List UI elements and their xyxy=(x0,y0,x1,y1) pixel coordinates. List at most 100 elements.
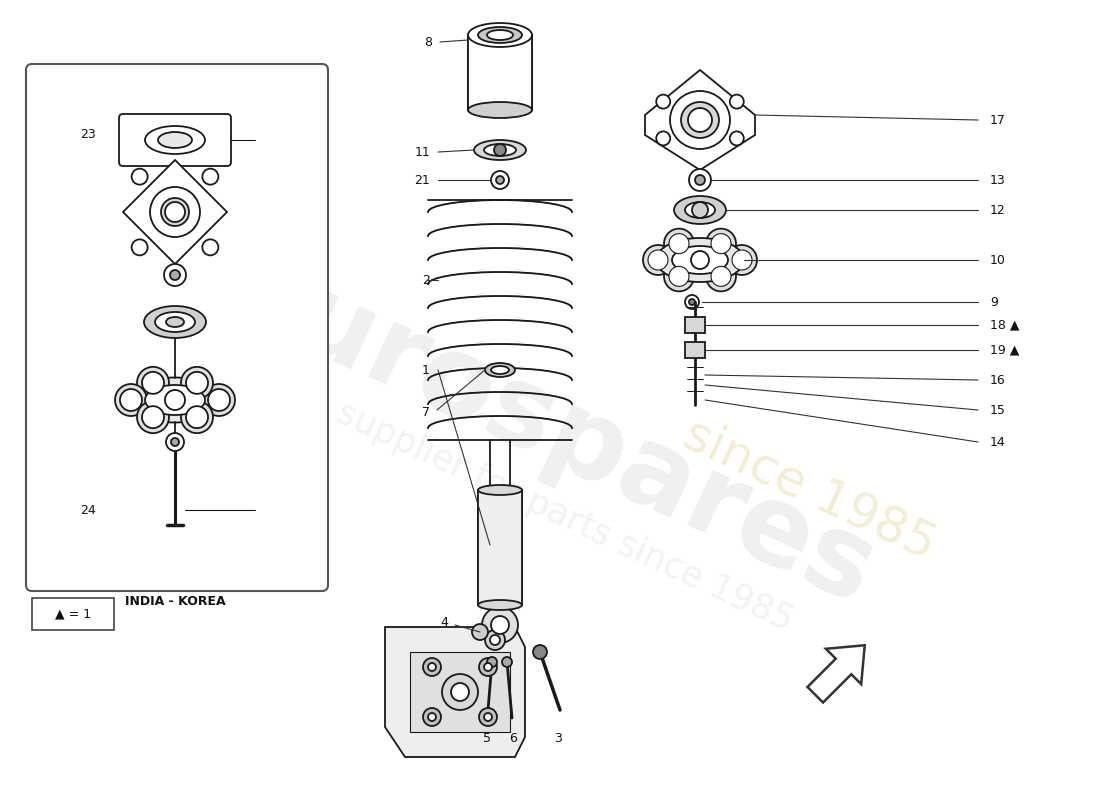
Circle shape xyxy=(442,674,478,710)
Circle shape xyxy=(142,372,164,394)
Circle shape xyxy=(182,401,213,433)
Circle shape xyxy=(428,713,436,721)
Text: 9: 9 xyxy=(990,295,998,309)
Ellipse shape xyxy=(485,363,515,377)
Circle shape xyxy=(116,384,147,416)
Text: 24: 24 xyxy=(80,503,96,517)
Circle shape xyxy=(706,229,736,258)
Ellipse shape xyxy=(145,385,205,415)
Circle shape xyxy=(138,367,169,399)
Circle shape xyxy=(186,372,208,394)
Ellipse shape xyxy=(491,366,509,374)
Circle shape xyxy=(132,239,147,255)
Circle shape xyxy=(664,229,694,258)
Text: 12: 12 xyxy=(990,203,1005,217)
Circle shape xyxy=(170,438,179,446)
Circle shape xyxy=(451,683,469,701)
Text: 18 ▲: 18 ▲ xyxy=(990,318,1020,331)
Circle shape xyxy=(732,250,752,270)
Text: 4: 4 xyxy=(440,615,448,629)
Text: since 1985: since 1985 xyxy=(676,410,944,570)
Circle shape xyxy=(706,262,736,291)
Circle shape xyxy=(491,171,509,189)
Circle shape xyxy=(664,262,694,291)
Circle shape xyxy=(202,239,219,255)
Circle shape xyxy=(688,108,712,132)
Bar xyxy=(478,490,522,605)
Circle shape xyxy=(472,624,488,640)
Circle shape xyxy=(138,401,169,433)
Circle shape xyxy=(711,266,732,286)
Text: 19 ▲: 19 ▲ xyxy=(990,343,1020,357)
Text: 3: 3 xyxy=(554,732,562,745)
Text: 1: 1 xyxy=(422,363,430,377)
Text: 6: 6 xyxy=(509,732,517,745)
Circle shape xyxy=(695,175,705,185)
Bar xyxy=(685,317,705,333)
Text: 16: 16 xyxy=(990,374,1005,386)
Polygon shape xyxy=(645,70,755,170)
Circle shape xyxy=(478,658,497,676)
Ellipse shape xyxy=(468,23,532,47)
Ellipse shape xyxy=(478,485,522,495)
Circle shape xyxy=(729,94,744,109)
Ellipse shape xyxy=(144,306,206,338)
FancyBboxPatch shape xyxy=(26,64,328,591)
Circle shape xyxy=(711,234,732,254)
Ellipse shape xyxy=(145,126,205,154)
Circle shape xyxy=(208,389,230,411)
Circle shape xyxy=(692,202,708,218)
Circle shape xyxy=(691,251,710,269)
Circle shape xyxy=(170,270,180,280)
Circle shape xyxy=(164,264,186,286)
FancyBboxPatch shape xyxy=(32,598,114,630)
Ellipse shape xyxy=(685,202,715,218)
Circle shape xyxy=(494,144,506,156)
Text: 13: 13 xyxy=(990,174,1005,186)
Circle shape xyxy=(428,663,436,671)
Polygon shape xyxy=(385,627,525,757)
Text: 2: 2 xyxy=(422,274,430,286)
Circle shape xyxy=(165,390,185,410)
Ellipse shape xyxy=(468,102,532,118)
Circle shape xyxy=(166,433,184,451)
Text: 14: 14 xyxy=(990,435,1005,449)
Circle shape xyxy=(657,94,670,109)
Circle shape xyxy=(182,367,213,399)
Circle shape xyxy=(644,245,673,275)
Circle shape xyxy=(204,384,235,416)
Ellipse shape xyxy=(130,378,220,422)
Text: 8: 8 xyxy=(424,35,432,49)
Text: ▲ = 1: ▲ = 1 xyxy=(55,607,91,621)
Circle shape xyxy=(490,635,500,645)
Text: 23: 23 xyxy=(80,129,96,142)
Circle shape xyxy=(685,295,698,309)
Circle shape xyxy=(478,708,497,726)
Circle shape xyxy=(502,657,512,667)
Ellipse shape xyxy=(484,144,516,156)
Ellipse shape xyxy=(656,238,744,282)
Text: 21: 21 xyxy=(415,174,430,186)
Ellipse shape xyxy=(478,600,522,610)
Circle shape xyxy=(729,131,744,146)
Circle shape xyxy=(487,657,497,667)
Circle shape xyxy=(484,663,492,671)
Text: eurospares: eurospares xyxy=(209,233,891,627)
Circle shape xyxy=(669,266,689,286)
Text: 10: 10 xyxy=(990,254,1005,266)
Circle shape xyxy=(648,250,668,270)
Text: 11: 11 xyxy=(415,146,430,158)
Ellipse shape xyxy=(150,187,200,237)
Circle shape xyxy=(689,299,695,305)
Circle shape xyxy=(657,131,670,146)
Text: a supplier for parts since 1985: a supplier for parts since 1985 xyxy=(301,382,799,638)
Circle shape xyxy=(132,169,147,185)
Polygon shape xyxy=(468,35,532,110)
Ellipse shape xyxy=(681,102,719,138)
Ellipse shape xyxy=(158,132,192,148)
Text: 5: 5 xyxy=(483,732,491,745)
Ellipse shape xyxy=(672,246,728,274)
Ellipse shape xyxy=(670,91,730,149)
Text: 15: 15 xyxy=(990,403,1005,417)
Circle shape xyxy=(424,658,441,676)
